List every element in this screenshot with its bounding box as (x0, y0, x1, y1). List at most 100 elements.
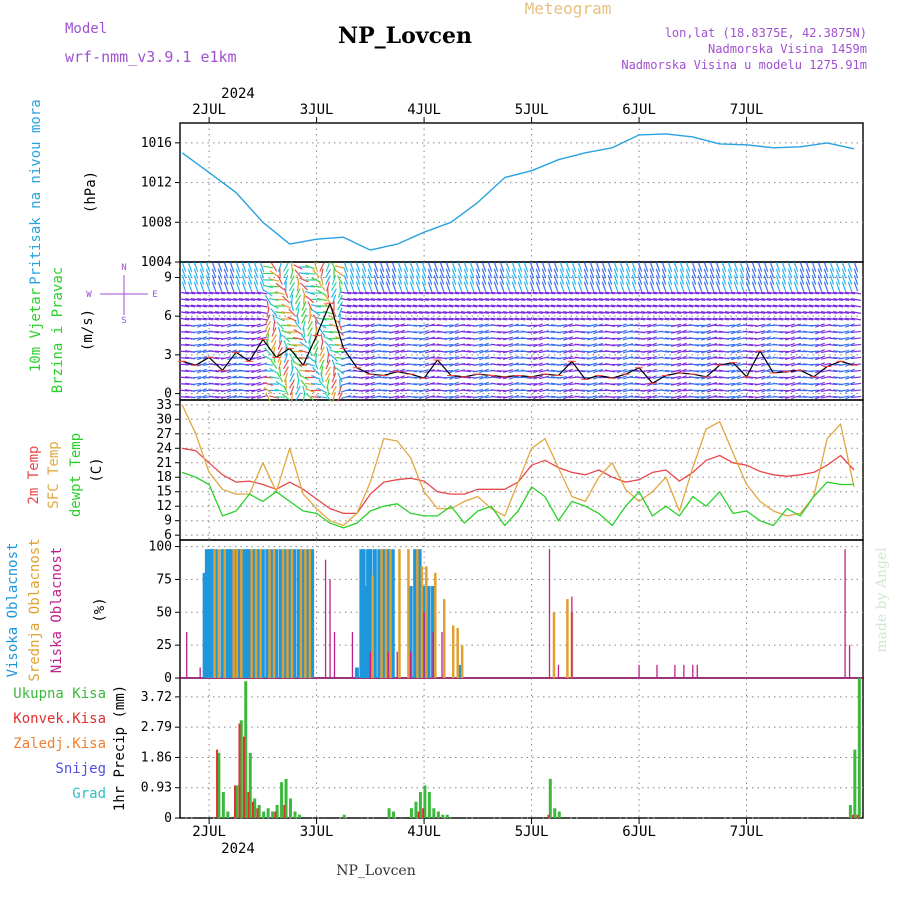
wind-arrow (275, 282, 285, 291)
wind-arrow (595, 268, 601, 279)
wind-arrow (677, 394, 687, 400)
wind-arrow (472, 382, 484, 386)
wind-arrow (442, 331, 454, 333)
wind-arrow (448, 291, 460, 295)
wind-arrow (466, 317, 478, 321)
total-precip-bar (432, 808, 436, 818)
wind-arrow (748, 317, 760, 321)
wind-arrow (388, 317, 400, 321)
wind-arrow (791, 381, 801, 387)
wind-arrow (658, 382, 670, 386)
wind-arrow (775, 281, 781, 292)
wind-arrow (617, 394, 627, 400)
wind-arrow (449, 329, 459, 335)
wind-arrow (667, 281, 673, 292)
wind-arrow (595, 275, 601, 285)
wind-arrow (251, 336, 261, 341)
wind-arrow (658, 324, 670, 327)
wind-arrow (784, 298, 796, 301)
wind-arrow (757, 275, 763, 285)
wind-arrow (613, 262, 619, 272)
low-cloud-bar (351, 632, 354, 678)
wind-arrow (406, 330, 418, 334)
wind-arrow (772, 311, 784, 314)
wind-arrow (178, 383, 190, 385)
wind-arrow (661, 275, 667, 285)
total-precip-bar (848, 804, 852, 818)
wind-arrow (221, 343, 231, 347)
wind-arrow (343, 262, 349, 272)
wind-arrow (790, 291, 802, 295)
wind-arrow (472, 330, 484, 334)
wind-arrow (227, 388, 237, 393)
wind-arrow (622, 304, 634, 308)
wind-arrow (331, 262, 337, 272)
wind-arrow (647, 362, 657, 367)
wind-arrow (421, 268, 427, 279)
wind-arrow (563, 362, 573, 367)
wind-arrow (508, 317, 520, 321)
wind-arrow (301, 301, 307, 311)
wind-arrow (277, 346, 283, 357)
wind-arrow (640, 350, 652, 353)
high-cloud-bar (366, 549, 371, 678)
wind-arrow (283, 366, 289, 376)
wind-arrow (829, 268, 835, 279)
wind-arrow (367, 268, 373, 279)
wind-arrow (296, 281, 300, 292)
wind-arrow (376, 343, 388, 347)
wind-arrow (487, 281, 493, 292)
wind-arrow (490, 298, 502, 301)
wind-arrow (682, 304, 694, 308)
wind-arrow (694, 311, 706, 314)
wind-arrow (850, 389, 862, 392)
wind-arrow (395, 336, 405, 341)
wind-arrow (178, 350, 190, 353)
wind-arrow (325, 275, 331, 285)
wind-arrow (844, 298, 856, 301)
wind-arrow (425, 394, 435, 400)
wind-arrow (563, 368, 573, 374)
bottom-day-label: 2JUL (192, 824, 226, 840)
precip-legend-snow: Snijeg (55, 761, 106, 777)
wind-arrow (727, 275, 733, 285)
wind-arrow (307, 314, 313, 324)
wind-arrow (365, 323, 375, 328)
wind-arrow (269, 303, 279, 309)
wind-arrow (772, 382, 784, 386)
wind-arrow (331, 372, 337, 383)
wind-arrow (382, 304, 394, 308)
wind-arrow (388, 395, 400, 399)
wind-arrow (778, 304, 790, 308)
wind-arrow (367, 275, 373, 285)
wind-arrow (646, 298, 658, 301)
wind-arrow (479, 388, 489, 393)
wind-arrow (270, 308, 278, 317)
wind-arrow (823, 268, 829, 279)
wind-arrow (421, 281, 427, 292)
wind-arrow (652, 311, 664, 314)
wind-arrow (479, 349, 489, 354)
precip-ytick-label: 2.79 (141, 720, 172, 735)
wind-arrow (701, 368, 711, 374)
wind-arrow (784, 311, 796, 314)
wind-arrow (503, 395, 513, 399)
wind-arrow (319, 346, 325, 357)
high-cloud-bar (240, 549, 245, 678)
wind-arrow (814, 304, 826, 308)
wind-arrow (238, 298, 250, 301)
wind-arrow (727, 262, 733, 272)
wind-arrow (815, 342, 825, 348)
wind-arrow (623, 369, 633, 373)
wind-arrow (547, 268, 553, 279)
wind-arrow (688, 317, 700, 321)
wind-arrow (259, 268, 265, 279)
total-precip-bar (226, 811, 230, 818)
wind-arrow (850, 304, 862, 308)
wind-arrow (533, 355, 543, 361)
wind-arrow (706, 291, 718, 295)
wind-arrow (850, 369, 862, 373)
low-cloud-bar (674, 664, 676, 678)
wind-arrow (361, 281, 367, 292)
wind-arrow (358, 389, 370, 392)
